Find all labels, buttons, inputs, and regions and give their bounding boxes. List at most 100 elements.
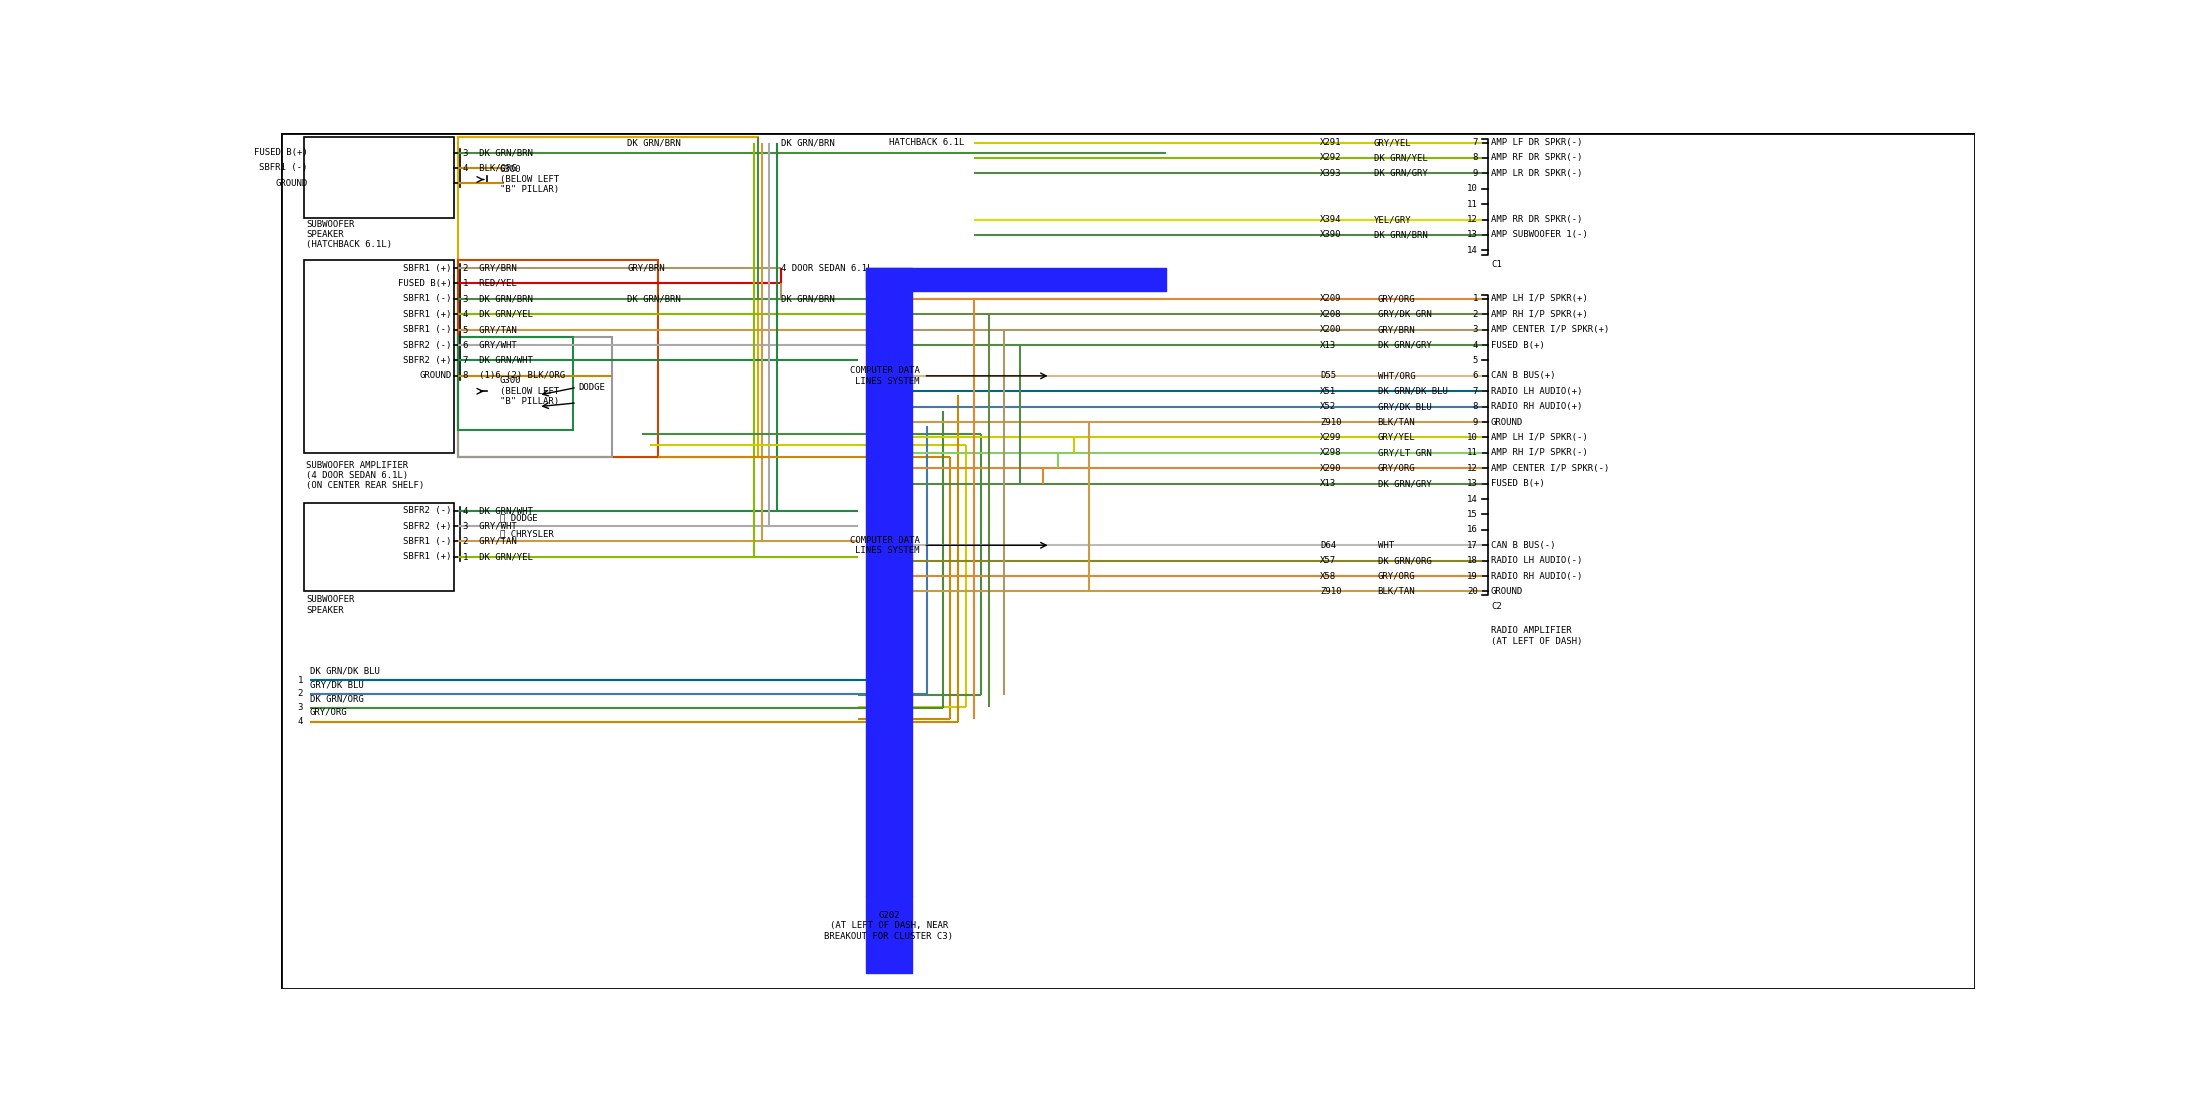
- Text: BLK/TAN: BLK/TAN: [1377, 587, 1415, 595]
- Text: 2: 2: [1472, 310, 1478, 319]
- Text: AMP LF DR SPKR(-): AMP LF DR SPKR(-): [1492, 138, 1582, 147]
- Text: AMP CENTER I/P SPKR(-): AMP CENTER I/P SPKR(-): [1492, 463, 1608, 473]
- Text: SBFR1 (+): SBFR1 (+): [403, 310, 451, 319]
- Text: DK GRN/BRN: DK GRN/BRN: [627, 294, 680, 303]
- Text: X13: X13: [1320, 479, 1335, 488]
- Text: 12: 12: [1467, 463, 1478, 473]
- Text: X394: X394: [1320, 216, 1342, 224]
- Text: WHT/ORG: WHT/ORG: [1377, 371, 1415, 380]
- Text: X51: X51: [1320, 387, 1335, 396]
- Text: 10: 10: [1467, 184, 1478, 193]
- Text: 1: 1: [1472, 294, 1478, 303]
- Bar: [458, 338, 612, 457]
- Bar: [458, 338, 572, 430]
- Text: ① DODGE: ① DODGE: [499, 513, 537, 523]
- Text: 17: 17: [1467, 541, 1478, 550]
- Text: GRY/ORG: GRY/ORG: [1377, 294, 1415, 303]
- Text: 19: 19: [1467, 571, 1478, 581]
- Text: X393: X393: [1320, 169, 1342, 178]
- Text: GRY/LT GRN: GRY/LT GRN: [1377, 449, 1432, 458]
- Text: X208: X208: [1320, 310, 1342, 319]
- Text: SBFR2 (+): SBFR2 (+): [403, 521, 451, 531]
- Text: 7: 7: [1472, 387, 1478, 396]
- Text: Z910: Z910: [1320, 418, 1342, 427]
- Text: X390: X390: [1320, 230, 1342, 240]
- Text: GRY/BRN: GRY/BRN: [1377, 326, 1415, 334]
- Text: X57: X57: [1320, 557, 1335, 565]
- Text: DK GRN/BRN: DK GRN/BRN: [781, 138, 834, 147]
- Bar: [304, 503, 453, 591]
- Text: RADIO RH AUDIO(+): RADIO RH AUDIO(+): [1492, 402, 1582, 411]
- Text: WHT: WHT: [1377, 541, 1395, 550]
- Text: X13: X13: [1320, 341, 1335, 350]
- Text: GROUND: GROUND: [275, 179, 308, 188]
- Text: 2: 2: [297, 690, 304, 699]
- Text: AMP SUBWOOFER 1(-): AMP SUBWOOFER 1(-): [1492, 230, 1588, 240]
- Text: 4  BLK/ORG: 4 BLK/ORG: [462, 163, 517, 172]
- Text: 20: 20: [1467, 587, 1478, 595]
- Text: C1: C1: [1492, 260, 1503, 269]
- Text: SBFR1 (-): SBFR1 (-): [403, 537, 451, 546]
- Text: 14: 14: [1467, 494, 1478, 503]
- Text: 11: 11: [1467, 200, 1478, 209]
- Bar: [458, 260, 658, 457]
- Text: X290: X290: [1320, 463, 1342, 473]
- Text: D55: D55: [1320, 371, 1335, 380]
- Text: GROUND: GROUND: [420, 371, 451, 380]
- Text: ② CHRYSLER: ② CHRYSLER: [499, 529, 554, 538]
- Text: COMPUTER DATA
LINES SYSTEM: COMPUTER DATA LINES SYSTEM: [849, 367, 920, 386]
- Text: SUBWOOFER AMPLIFIER
(4 DOOR SEDAN 6.1L)
(ON CENTER REAR SHELF): SUBWOOFER AMPLIFIER (4 DOOR SEDAN 6.1L) …: [306, 461, 425, 490]
- Text: AMP RH I/P SPKR(+): AMP RH I/P SPKR(+): [1492, 310, 1588, 319]
- Text: RADIO AMPLIFIER
(AT LEFT OF DASH): RADIO AMPLIFIER (AT LEFT OF DASH): [1492, 627, 1582, 645]
- Text: SUBWOOFER
SPEAKER: SUBWOOFER SPEAKER: [306, 595, 354, 614]
- Text: DK GRN/GRY: DK GRN/GRY: [1373, 169, 1428, 178]
- Text: 1  DK GRN/YEL: 1 DK GRN/YEL: [462, 552, 532, 561]
- Text: G300
(BELOW LEFT
"B" PILLAR): G300 (BELOW LEFT "B" PILLAR): [499, 164, 559, 194]
- Text: AMP LR DR SPKR(-): AMP LR DR SPKR(-): [1492, 169, 1582, 178]
- Text: FUSED B(+): FUSED B(+): [1492, 341, 1544, 350]
- Text: DK GRN/BRN: DK GRN/BRN: [1373, 230, 1428, 240]
- Text: Z910: Z910: [1320, 587, 1342, 595]
- Text: X200: X200: [1320, 326, 1342, 334]
- Text: G300
(BELOW LEFT
"B" PILLAR): G300 (BELOW LEFT "B" PILLAR): [499, 377, 559, 407]
- Text: SBFR1 (+): SBFR1 (+): [403, 263, 451, 272]
- Text: GRY/BRN: GRY/BRN: [627, 263, 664, 272]
- Text: X291: X291: [1320, 138, 1342, 147]
- Text: GROUND: GROUND: [1492, 418, 1522, 427]
- Text: 12: 12: [1467, 216, 1478, 224]
- Text: X299: X299: [1320, 433, 1342, 442]
- Text: GRY/DK BLU: GRY/DK BLU: [310, 680, 363, 689]
- Text: AMP RH I/P SPKR(-): AMP RH I/P SPKR(-): [1492, 449, 1588, 458]
- Text: YEL/GRY: YEL/GRY: [1373, 216, 1412, 224]
- Text: 15: 15: [1467, 510, 1478, 519]
- Text: 13: 13: [1467, 479, 1478, 488]
- Text: SBFR2 (-): SBFR2 (-): [403, 507, 451, 516]
- Text: SBFR1 (+): SBFR1 (+): [403, 552, 451, 561]
- Text: X58: X58: [1320, 571, 1335, 581]
- Text: DK GRN/GRY: DK GRN/GRY: [1377, 479, 1432, 488]
- Text: DK GRN/DK BLU: DK GRN/DK BLU: [310, 667, 381, 675]
- Text: 10: 10: [1467, 433, 1478, 442]
- Text: 8  (1)6 (2) BLK/ORG: 8 (1)6 (2) BLK/ORG: [462, 371, 565, 380]
- Text: SBFR2 (+): SBFR2 (+): [403, 356, 451, 366]
- Text: GRY/ORG: GRY/ORG: [310, 708, 348, 717]
- Text: GROUND: GROUND: [1492, 587, 1522, 595]
- Text: 13: 13: [1467, 230, 1478, 240]
- Text: 8: 8: [1472, 153, 1478, 162]
- Text: 16: 16: [1467, 526, 1478, 534]
- Text: BLK/TAN: BLK/TAN: [1377, 418, 1415, 427]
- Text: DODGE: DODGE: [579, 383, 605, 392]
- Text: X292: X292: [1320, 153, 1342, 162]
- Text: X298: X298: [1320, 449, 1342, 458]
- Bar: [458, 137, 757, 457]
- Text: 6: 6: [1472, 371, 1478, 380]
- Text: SBFR1 (-): SBFR1 (-): [403, 294, 451, 303]
- Text: DK GRN/BRN: DK GRN/BRN: [627, 138, 680, 147]
- Text: HATCHBACK 6.1L: HATCHBACK 6.1L: [889, 138, 964, 147]
- Text: GRY/ORG: GRY/ORG: [1377, 571, 1415, 581]
- Text: AMP LH I/P SPKR(+): AMP LH I/P SPKR(+): [1492, 294, 1588, 303]
- Text: FUSED B(+): FUSED B(+): [398, 279, 451, 288]
- Text: DK GRN/ORG: DK GRN/ORG: [310, 694, 363, 703]
- Text: 7: 7: [1472, 138, 1478, 147]
- Text: AMP CENTER I/P SPKR(+): AMP CENTER I/P SPKR(+): [1492, 326, 1608, 334]
